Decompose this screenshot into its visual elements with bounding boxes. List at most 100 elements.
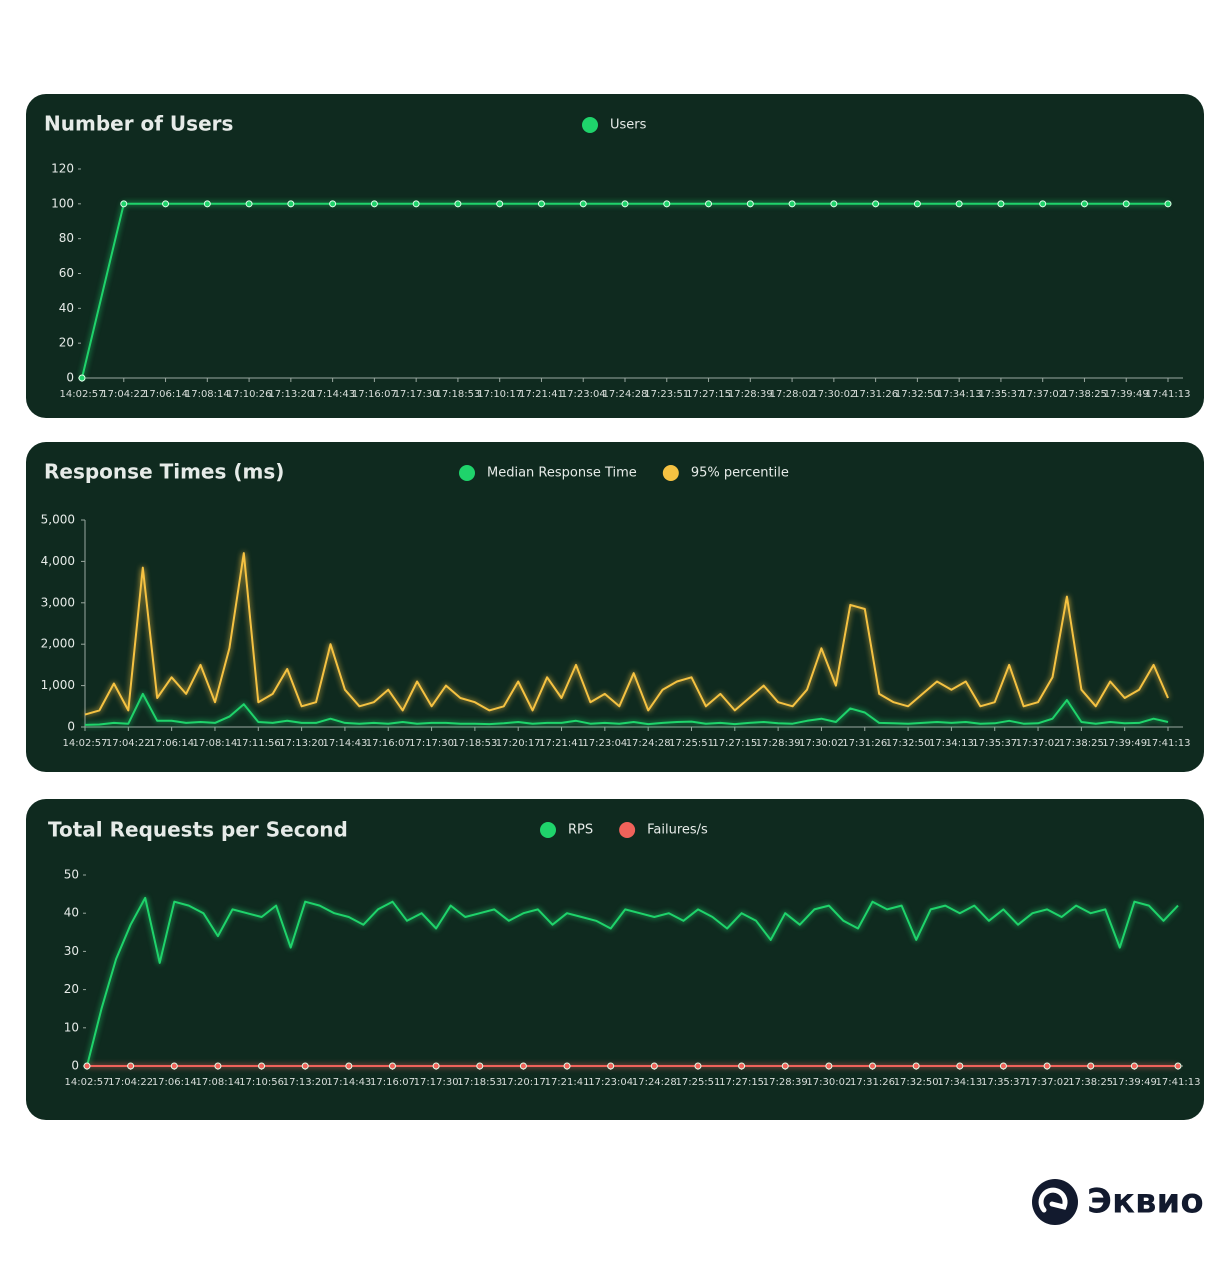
- x-tick-label: 14:02:57: [65, 1077, 110, 1088]
- x-tick-label: 17:25:51: [675, 1077, 720, 1088]
- x-tick-label: 17:10:17: [477, 389, 522, 400]
- x-tick-label: 17:41:13: [1146, 389, 1191, 400]
- x-tick-label: 17:39:49: [1112, 1077, 1157, 1088]
- x-tick-label: 17:21:41: [519, 389, 564, 400]
- y-tick-label: 40: [59, 301, 74, 315]
- legend-marker: [662, 465, 679, 481]
- x-tick-label: 17:23:51: [644, 389, 689, 400]
- point: [563, 1062, 571, 1070]
- x-tick-label: 14:02:57: [63, 738, 108, 749]
- point: [537, 200, 545, 208]
- point: [694, 1062, 702, 1070]
- point: [203, 200, 211, 208]
- y-tick-label: 120: [51, 162, 74, 176]
- legend-marker: [459, 465, 475, 481]
- logo-icon: [1032, 1179, 1078, 1225]
- x-tick-label: 17:04:22: [106, 738, 151, 749]
- chart-title: Number of Users: [44, 112, 233, 136]
- x-tick-label: 17:08:14: [192, 738, 237, 749]
- point: [830, 200, 838, 208]
- legend-label: Users: [610, 118, 647, 133]
- x-tick-label: 17:17:30: [409, 738, 454, 749]
- point: [83, 1062, 91, 1070]
- x-tick-label: 17:10:56: [239, 1077, 284, 1088]
- point: [1043, 1062, 1051, 1070]
- x-tick-label: 17:27:15: [719, 1077, 764, 1088]
- x-tick-label: 17:16:07: [366, 738, 411, 749]
- x-tick-label: 17:41:13: [1156, 1077, 1201, 1088]
- y-tick-label: 0: [67, 720, 75, 734]
- point: [650, 1062, 658, 1070]
- y-tick-label: 40: [64, 906, 79, 920]
- x-tick-label: 17:30:02: [811, 389, 856, 400]
- point: [258, 1062, 266, 1070]
- point: [956, 1062, 964, 1070]
- point: [1080, 200, 1088, 208]
- x-tick-label: 17:37:02: [1020, 389, 1065, 400]
- point: [301, 1062, 309, 1070]
- logo-mark: [1038, 1187, 1068, 1213]
- point: [872, 200, 880, 208]
- x-tick-label: 17:30:02: [806, 1077, 851, 1088]
- x-tick-label: 17:34:13: [937, 1077, 982, 1088]
- point: [496, 200, 504, 208]
- x-tick-label: 17:23:04: [588, 1077, 633, 1088]
- x-tick-label: 17:24:28: [632, 1077, 677, 1088]
- x-tick-label: 17:06:14: [149, 738, 194, 749]
- card: [26, 442, 1204, 772]
- point: [1130, 1062, 1138, 1070]
- y-tick-label: 60: [59, 266, 74, 280]
- x-tick-label: 17:13:20: [268, 389, 313, 400]
- x-tick-label: 17:18:53: [452, 738, 497, 749]
- point: [955, 200, 963, 208]
- series-line: [84, 692, 1169, 726]
- y-tick-label: 50: [64, 868, 79, 882]
- x-tick-label: 17:04:22: [108, 1077, 153, 1088]
- x-tick-label: 17:27:15: [686, 389, 731, 400]
- x-tick-label: 17:31:26: [842, 738, 887, 749]
- point: [1164, 200, 1172, 208]
- point: [825, 1062, 833, 1070]
- point: [913, 200, 921, 208]
- x-tick-label: 17:28:02: [770, 389, 815, 400]
- x-tick-label: 17:18:53: [435, 389, 480, 400]
- point: [997, 200, 1005, 208]
- y-tick-label: 30: [64, 944, 79, 958]
- x-tick-label: 17:25:51: [669, 738, 714, 749]
- x-tick-label: 17:13:20: [283, 1077, 328, 1088]
- x-tick-label: 17:10:26: [227, 389, 272, 400]
- x-tick-label: 17:14:43: [326, 1077, 371, 1088]
- x-tick-label: 17:32:50: [895, 389, 940, 400]
- x-tick-label: 17:39:49: [1102, 738, 1147, 749]
- point: [1039, 200, 1047, 208]
- point: [388, 1062, 396, 1070]
- x-tick-label: 17:21:41: [539, 738, 584, 749]
- point: [869, 1062, 877, 1070]
- point: [287, 200, 295, 208]
- legend-marker: [540, 822, 556, 838]
- point: [432, 1062, 440, 1070]
- point: [746, 200, 754, 208]
- x-tick-label: 17:28:39: [728, 389, 773, 400]
- y-tick-label: 20: [59, 336, 74, 350]
- y-tick-label: 80: [59, 231, 74, 245]
- brand-name: Эквио: [1087, 1182, 1204, 1222]
- point: [454, 200, 462, 208]
- x-tick-label: 17:23:04: [561, 389, 606, 400]
- y-tick-label: 10: [64, 1020, 79, 1034]
- y-tick-label: 4,000: [41, 554, 75, 568]
- point: [120, 200, 128, 208]
- chart-title: Response Times (ms): [44, 460, 284, 484]
- x-tick-label: 17:23:04: [582, 738, 627, 749]
- point: [412, 200, 420, 208]
- x-tick-label: 17:06:14: [152, 1077, 197, 1088]
- x-tick-label: 17:30:02: [799, 738, 844, 749]
- y-tick-label: 5,000: [41, 513, 75, 527]
- y-tick-label: 3,000: [41, 595, 75, 609]
- x-tick-label: 17:35:37: [972, 738, 1017, 749]
- point: [621, 200, 629, 208]
- point: [214, 1062, 222, 1070]
- y-tick-label: 1,000: [41, 678, 75, 692]
- x-tick-label: 17:17:30: [394, 389, 439, 400]
- point: [519, 1062, 527, 1070]
